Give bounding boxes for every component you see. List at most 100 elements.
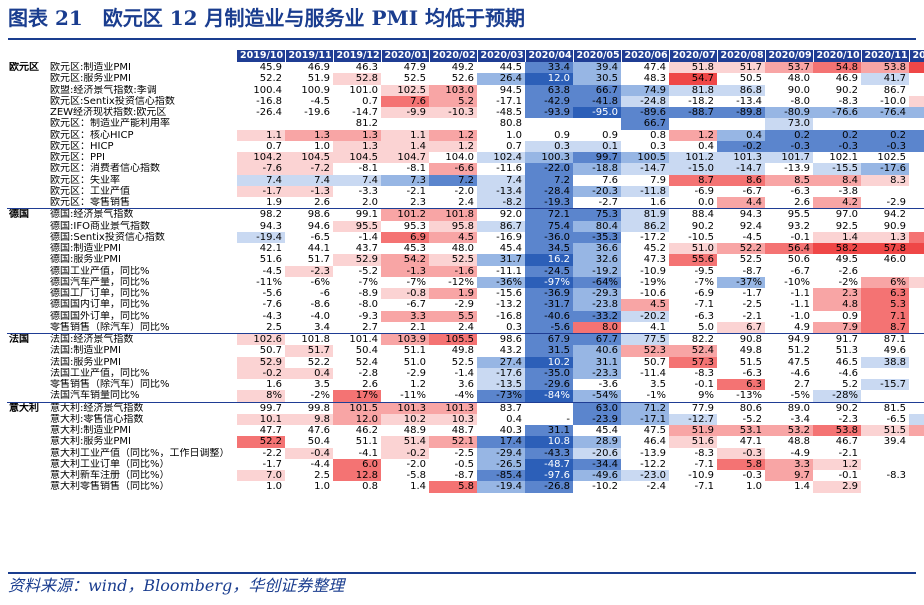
value-cell: 94.3: [259, 220, 282, 232]
value-cell: 52.2: [237, 436, 285, 448]
header-blank-country: [7, 50, 47, 62]
value-cell: 31.1: [525, 425, 573, 437]
value-cell: 52.6: [451, 73, 474, 85]
table-row: 法国 法国:经济景气指数 102.6 101.8 101.4 103.9 105.5 98.6…: [7, 333, 924, 402]
value-cell: [573, 118, 621, 129]
value-cell: 99.8: [285, 401, 333, 414]
value-cell: -19.4: [237, 231, 285, 243]
header-row: 2019/10 2019/11 2019/12 2020/01 2020/02 2020/…: [7, 50, 924, 62]
value-cell: 48.8: [787, 436, 810, 448]
value-cell: 1.2: [429, 140, 477, 152]
value-cell: 53.1: [717, 425, 765, 437]
value-cell: 2.7: [794, 379, 810, 390]
value-cell: -0.1: [790, 231, 810, 243]
value-cell: -: [566, 413, 570, 425]
value-cell: 56.4: [765, 243, 813, 255]
value-cell: 0.4: [717, 129, 765, 141]
value-cell: 4.2: [813, 197, 861, 209]
value-cell: -42.9: [525, 95, 573, 107]
value-cell: 100.5: [621, 152, 669, 164]
value-cell: 1.3: [285, 129, 333, 141]
value-cell: -11%: [400, 390, 426, 402]
value-cell: -6.5: [886, 413, 906, 425]
indicator-name: 欧元区:制造业PMI: [50, 62, 131, 73]
value-cell: [381, 118, 429, 129]
value-cell: -2.1: [742, 310, 762, 322]
value-cell: 17.4: [477, 436, 525, 448]
value-cell: -0.3: [813, 140, 861, 152]
value-cell: -26.4: [256, 107, 282, 118]
value-cell: [525, 118, 573, 129]
value-cell: 50.7: [643, 356, 666, 368]
value-cell: -2.3: [838, 413, 858, 425]
value-cell: 93.2: [787, 220, 810, 232]
month-header: 2020/05: [573, 50, 622, 62]
value-cell: 8.7: [669, 174, 717, 186]
value-cell: 52.2: [307, 356, 330, 368]
value-cell: 45.2: [643, 243, 666, 254]
value-cell: -16.8: [256, 95, 282, 107]
value-cell: -23.8: [573, 299, 621, 311]
month-header: 2020/02: [429, 50, 478, 62]
indicator-name: 意大利零售销售（同比%）: [50, 481, 170, 493]
value-cell: 26.4: [477, 73, 525, 85]
value-cell: 95.3: [403, 220, 426, 232]
value-cell: 8.7: [861, 321, 909, 334]
value-cell: -2.8: [358, 367, 378, 379]
value-cell: 97.0: [813, 208, 861, 221]
value-cell: 0.3: [525, 140, 573, 152]
value-cell: [909, 481, 924, 492]
value-cell: 55.6: [669, 254, 717, 266]
value-cell: 51.7: [285, 345, 333, 357]
value-cell: -3.3: [358, 185, 378, 197]
value-cell: 71.2: [621, 401, 669, 414]
value-cell: 95.8: [429, 220, 477, 232]
value-cell: 6.9: [909, 231, 924, 243]
value-cell: 7.3: [381, 174, 429, 186]
table-row: 意大利工业产值（同比%，工作日调整） -2.2 -0.4 -4.1 -0.2 -2.5 -2…: [7, 447, 924, 459]
value-cell: -2.7: [598, 197, 618, 208]
value-cell: 90.8: [717, 333, 765, 346]
value-cell: 1.0: [506, 129, 522, 141]
value-cell: 87.1: [861, 333, 909, 346]
value-cell: 47.5: [643, 425, 666, 436]
indicator-name: 德国国内订单，同比%: [50, 299, 150, 311]
value-cell: -20.2: [621, 310, 669, 322]
value-cell: 52.9: [333, 254, 381, 266]
month-header: 2019/11: [285, 50, 334, 62]
value-cell: -0.2: [381, 447, 429, 459]
value-cell: 9%: [698, 390, 714, 402]
table-row: 欧元区：PPI 104.2 104.5 104.5 104.7 104.0 102.4 100…: [7, 152, 924, 164]
indicator-name: 意大利:制造业PMI: [50, 425, 131, 436]
value-cell: 95.5: [765, 208, 813, 221]
value-cell: -76.4: [861, 107, 909, 119]
value-cell: 51.7: [307, 254, 330, 266]
indicator-name: 德国:经济景气指数: [47, 208, 237, 221]
value-cell: -13%: [736, 390, 762, 402]
value-cell: -1%: [646, 390, 666, 402]
value-cell: 90.0: [787, 84, 810, 96]
macro-table-container: 2019/10 2019/11 2019/12 2020/01 2020/02 2020/…: [7, 50, 924, 493]
value-cell: -3.6: [598, 379, 618, 390]
value-cell: 48.0: [787, 73, 810, 85]
value-cell: 7.2: [525, 174, 573, 186]
value-cell: -1.7: [237, 185, 285, 197]
value-cell: -2.9: [454, 299, 474, 311]
table-row: 法国工业产值，同比% -0.2 0.4 -2.8 -2.9 -1.4 -17.6 -35.0-…: [7, 367, 924, 379]
value-cell: 34.5: [525, 243, 573, 255]
value-cell: -12%: [448, 276, 474, 288]
value-cell: 88.4: [669, 208, 717, 221]
value-cell: 89.0: [765, 401, 813, 414]
value-cell: -6.3: [694, 310, 714, 322]
country-label: 意大利: [7, 401, 47, 493]
value-cell: -34.4: [573, 458, 621, 470]
value-cell: 50.4: [307, 436, 330, 448]
value-cell: 0.7: [266, 140, 282, 152]
indicator-name: 欧元区：PPI: [50, 152, 106, 163]
value-cell: 32.6: [573, 254, 621, 266]
value-cell: -1.4: [358, 231, 378, 243]
value-cell: [861, 186, 909, 197]
value-cell: 2.6: [314, 197, 330, 208]
value-cell: 10.2: [381, 413, 429, 425]
value-cell: -9.9: [381, 107, 429, 119]
